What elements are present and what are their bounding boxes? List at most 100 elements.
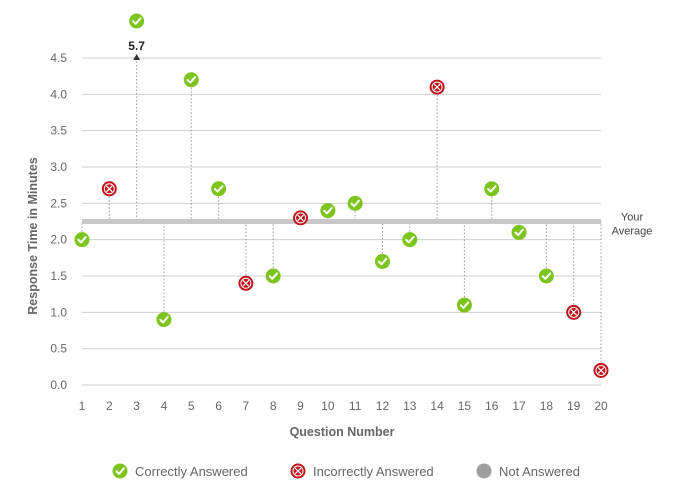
correct-point-icon bbox=[484, 181, 500, 197]
x-tick-label: 5 bbox=[188, 399, 195, 413]
data-points: 5.7 bbox=[74, 13, 609, 378]
check-circle bbox=[320, 203, 336, 219]
check-circle bbox=[265, 268, 281, 284]
legend: Correctly Answered Incorrectly Answered No… bbox=[112, 463, 580, 479]
y-tick-label: 2.5 bbox=[50, 196, 67, 210]
x-tick-label: 10 bbox=[321, 399, 335, 413]
x-tick-label: 12 bbox=[376, 399, 390, 413]
check-mark bbox=[115, 467, 125, 475]
check-circle bbox=[74, 232, 90, 248]
y-axis-title: Response Time in Minutes bbox=[26, 157, 40, 314]
cross-mark bbox=[597, 367, 605, 374]
y-tick-label: 2.0 bbox=[50, 233, 67, 247]
check-circle bbox=[456, 297, 472, 313]
correct-point-icon bbox=[156, 312, 172, 328]
y-tick-label: 3.0 bbox=[50, 160, 67, 174]
correct-point-icon bbox=[265, 268, 281, 284]
cross-ring bbox=[292, 465, 304, 477]
cross-mark bbox=[106, 185, 113, 192]
overflow-value-label: 5.7 bbox=[128, 39, 145, 53]
check-circle bbox=[129, 13, 145, 29]
x-tick-label: 9 bbox=[297, 399, 304, 413]
x-tick-label: 18 bbox=[540, 399, 554, 413]
check-mark bbox=[487, 185, 497, 193]
legend-label: Incorrectly Answered bbox=[313, 464, 434, 479]
cross-mark bbox=[433, 83, 441, 91]
incorrect-point-icon bbox=[429, 79, 445, 95]
y-tick-label: 0.0 bbox=[50, 378, 67, 392]
y-tick-label: 3.5 bbox=[50, 124, 67, 138]
check-mark bbox=[459, 301, 470, 309]
x-tick-label: 8 bbox=[270, 399, 277, 413]
x-tick-label: 3 bbox=[133, 399, 140, 413]
x-tick-label: 11 bbox=[349, 399, 362, 413]
cross-ring bbox=[595, 364, 607, 376]
cross-mark bbox=[242, 280, 250, 287]
x-tick-label: 6 bbox=[215, 399, 222, 413]
incorrect-point-icon bbox=[593, 362, 609, 378]
check-circle bbox=[538, 268, 554, 284]
correct-point-icon bbox=[402, 232, 418, 248]
check-circle bbox=[211, 181, 227, 197]
check-mark bbox=[377, 257, 388, 266]
check-circle bbox=[347, 195, 363, 211]
incorrect-point-icon bbox=[293, 210, 309, 226]
x-tick-label: 2 bbox=[106, 399, 113, 413]
incorrect-point-icon bbox=[101, 181, 117, 197]
check-mark bbox=[159, 316, 169, 324]
x-tick-label: 4 bbox=[161, 399, 168, 413]
correct-point-icon bbox=[129, 13, 145, 29]
check-circle bbox=[183, 72, 199, 88]
y-tick-label: 1.5 bbox=[50, 269, 67, 283]
cross-ring bbox=[568, 306, 580, 318]
correct-point-icon bbox=[538, 268, 554, 284]
legend-label: Correctly Answered bbox=[135, 464, 248, 479]
check-mark bbox=[213, 185, 224, 193]
check-mark bbox=[405, 236, 415, 244]
x-tick-label: 15 bbox=[458, 399, 472, 413]
average-label-line1: Your bbox=[621, 212, 644, 224]
check-mark bbox=[186, 76, 197, 84]
check-mark bbox=[268, 272, 279, 280]
x-tick-label: 14 bbox=[430, 399, 444, 413]
grid-lines bbox=[82, 57, 601, 386]
check-mark bbox=[77, 236, 87, 244]
check-circle bbox=[484, 181, 500, 197]
check-mark bbox=[350, 199, 360, 208]
legend-item-not-answered: Not Answered bbox=[476, 463, 580, 479]
cross-mark bbox=[297, 214, 304, 222]
correct-point-icon bbox=[183, 72, 199, 88]
x-tick-label: 13 bbox=[403, 399, 417, 413]
x-tick-label: 19 bbox=[567, 399, 581, 413]
overflow-arrow-icon bbox=[133, 54, 141, 60]
check-mark bbox=[514, 228, 524, 237]
correct-point-icon bbox=[347, 195, 363, 211]
average-label-line2: Average bbox=[612, 226, 653, 238]
y-tick-label: 4.0 bbox=[50, 87, 67, 101]
cross-ring bbox=[240, 277, 252, 289]
check-mark bbox=[541, 272, 552, 280]
cross-ring bbox=[103, 183, 115, 195]
x-tick-label: 16 bbox=[485, 399, 499, 413]
average-line-group: Your Average bbox=[82, 212, 652, 238]
check-mark bbox=[323, 207, 333, 215]
correct-point-icon bbox=[456, 297, 472, 313]
cross-ring bbox=[295, 212, 307, 224]
x-tick-label: 1 bbox=[79, 399, 86, 413]
check-circle bbox=[374, 253, 390, 269]
incorrect-point-icon bbox=[566, 304, 582, 320]
correct-point-icon bbox=[320, 203, 336, 219]
check-circle bbox=[511, 224, 527, 240]
x-tick-label: 20 bbox=[594, 399, 608, 413]
legend-label: Not Answered bbox=[499, 464, 580, 479]
correct-point-icon bbox=[211, 181, 227, 197]
cross-mark bbox=[570, 309, 577, 316]
x-axis-ticks: 1 2 3 4 5 6 7 8 9 10 11 12 13 14 15 16 17 18 19 20 bbox=[79, 399, 608, 413]
cross-ring bbox=[431, 81, 443, 93]
x-tick-label: 7 bbox=[243, 399, 250, 413]
incorrect-point-icon bbox=[238, 275, 254, 291]
y-tick-label: 1.0 bbox=[50, 305, 67, 319]
check-circle bbox=[112, 463, 128, 479]
